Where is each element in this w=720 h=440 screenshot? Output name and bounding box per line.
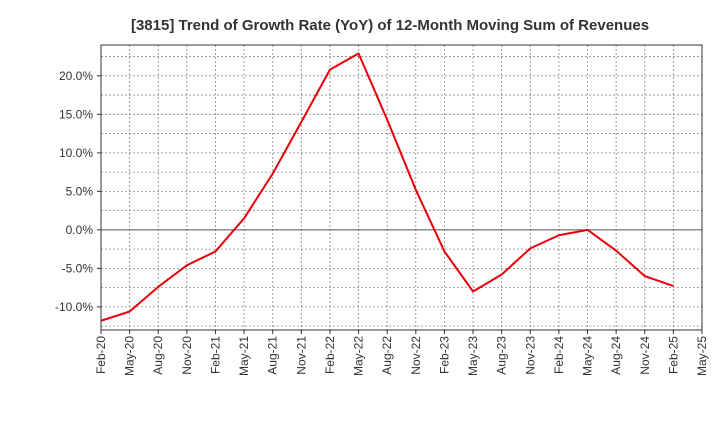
x-tick-label: Aug-22 <box>380 336 394 375</box>
x-tick-label: May-20 <box>123 336 137 376</box>
grid <box>101 45 702 330</box>
y-tick-label: 0.0% <box>66 223 94 237</box>
x-tick-label: Feb-22 <box>323 336 337 374</box>
plot-border <box>100 44 703 331</box>
y-tick-label: 15.0% <box>59 107 93 121</box>
x-tick-label: Feb-20 <box>94 336 108 374</box>
x-tick-label: May-22 <box>352 336 366 376</box>
series-group <box>100 52 674 322</box>
x-tick-label: Aug-23 <box>495 336 509 375</box>
chart-title: [3815] Trend of Growth Rate (YoY) of 12-… <box>131 17 649 34</box>
x-axis: Feb-20 May-20 Aug-20 Nov-20 Feb-21 May-21 Aug-… <box>94 330 709 376</box>
x-tick-label: May-21 <box>237 336 251 376</box>
x-tick-label: Nov-22 <box>409 336 423 375</box>
y-tick-label: 20.0% <box>59 69 93 83</box>
x-tick-label: Nov-20 <box>180 336 194 375</box>
y-tick-label: -5.0% <box>62 261 94 275</box>
x-tick-label: Aug-21 <box>266 336 280 375</box>
x-tick-label: May-24 <box>581 336 595 376</box>
y-tick-label: 10.0% <box>59 146 93 160</box>
y-tick-label: -10.0% <box>55 300 93 314</box>
y-tick-label: 5.0% <box>66 184 94 198</box>
x-tick-label: May-25 <box>695 336 709 376</box>
x-tick-label: Feb-25 <box>666 336 680 374</box>
x-tick-label: Feb-24 <box>552 336 566 374</box>
x-tick-label: Nov-21 <box>294 336 308 375</box>
x-tick-label: Feb-21 <box>208 336 222 374</box>
x-tick-label: May-23 <box>466 336 480 376</box>
x-tick-label: Aug-24 <box>609 336 623 375</box>
plot-area <box>101 45 702 330</box>
x-tick-label: Nov-23 <box>523 336 537 375</box>
x-tick-label: Nov-24 <box>638 336 652 375</box>
x-tick-label: Feb-23 <box>437 336 451 374</box>
y-axis: 20.0% 15.0% 10.0% 5.0% 0.0% -5.0% -10.0% <box>55 69 101 314</box>
x-tick-label: Aug-20 <box>151 336 165 375</box>
